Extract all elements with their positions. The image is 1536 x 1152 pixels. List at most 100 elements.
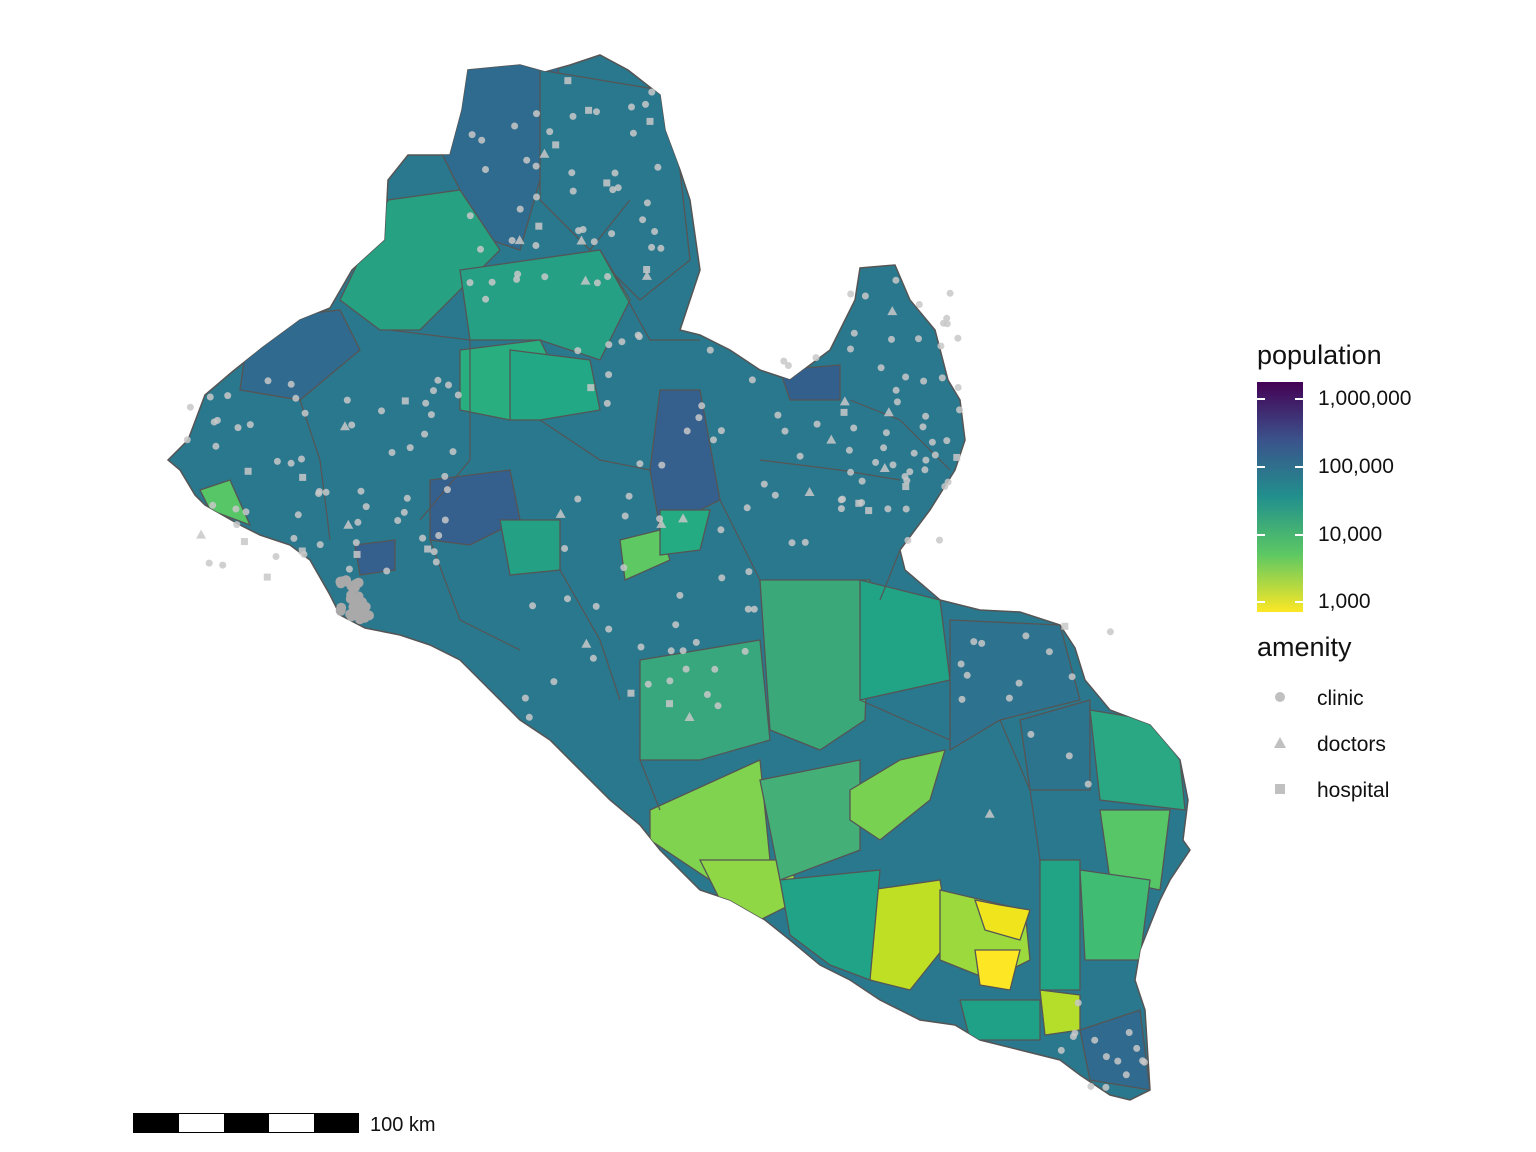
clinic-point <box>569 112 577 120</box>
clinic-point <box>837 505 845 513</box>
clinic-point <box>541 273 549 281</box>
clinic-point <box>533 110 540 118</box>
hospital-point <box>855 499 863 507</box>
clinic-point <box>850 329 858 337</box>
colorbar-label: 1,000,000 <box>1318 387 1412 410</box>
hospital-point <box>244 467 252 475</box>
clinic-point <box>532 242 540 249</box>
clinic-point <box>893 398 901 406</box>
district-region <box>1079 1009 1151 1091</box>
clinic-point <box>978 639 986 647</box>
clinic-point <box>354 518 362 526</box>
doctors-point <box>984 808 995 818</box>
colorbar-tick <box>1257 534 1265 536</box>
clinic-point <box>403 494 411 502</box>
clinic-point <box>922 412 930 420</box>
clinic-point <box>717 526 725 534</box>
doctors-point <box>839 396 850 406</box>
clinic-point <box>710 436 717 444</box>
clinic-point <box>521 694 529 702</box>
clinic-point <box>666 677 674 685</box>
clinic-point <box>1068 673 1076 681</box>
clinic-point <box>345 565 353 573</box>
clinic-point <box>533 193 540 201</box>
clinic-point <box>648 88 656 96</box>
district-region <box>1099 809 1171 891</box>
clinic-point <box>421 430 429 438</box>
clinic-point <box>301 409 309 417</box>
clinic-point <box>813 420 821 428</box>
clinic-point <box>717 427 725 435</box>
district-region <box>974 949 1021 991</box>
clinic-point <box>943 320 951 328</box>
district-boundary <box>719 499 761 581</box>
legend-population-title: population <box>1257 340 1382 370</box>
clinic-point <box>482 295 490 303</box>
district-region <box>974 899 1031 941</box>
clinic-point <box>741 647 749 655</box>
clinic-point <box>944 478 952 486</box>
clinic-point <box>605 625 613 633</box>
clinic-point <box>1005 694 1013 702</box>
clinic-point <box>644 680 652 688</box>
clinic-point <box>525 713 533 721</box>
clinic-point <box>315 490 323 497</box>
colorbar-tick <box>1295 398 1303 400</box>
clinic-point <box>441 516 449 524</box>
doctors-point <box>514 235 525 245</box>
clinic-point <box>780 357 788 365</box>
clinic-point <box>642 100 649 108</box>
clinic-point <box>915 335 922 343</box>
doctors-point <box>826 434 837 444</box>
clinic-point <box>569 187 577 195</box>
clinic-point <box>1114 1057 1122 1065</box>
scale-bar <box>133 1113 359 1133</box>
clinic-point <box>608 230 616 238</box>
hospital-point <box>585 106 593 114</box>
clinic-point <box>532 162 540 170</box>
clinic-point <box>589 654 597 662</box>
clinic-point <box>1045 648 1053 656</box>
amenity-label-hospital: hospital <box>1317 779 1390 802</box>
hospital-point <box>902 483 910 491</box>
clinic-point <box>406 444 414 452</box>
hospital-point <box>643 266 651 274</box>
clinic-point <box>422 399 430 407</box>
doctors-point <box>883 407 894 417</box>
clinic-point <box>488 278 496 286</box>
clinic-point <box>801 538 809 546</box>
district-boundary <box>859 699 951 741</box>
clinic-point <box>943 437 951 445</box>
colorbar-label: 10,000 <box>1318 523 1383 546</box>
clinic-point <box>906 468 914 476</box>
district-region <box>509 349 601 421</box>
clinic-point <box>466 279 474 287</box>
clinic-point <box>394 517 402 524</box>
clinic-point <box>936 536 943 544</box>
clinic-point <box>946 289 954 297</box>
clinic-point <box>205 559 213 567</box>
doctors-point <box>580 275 591 285</box>
clinic-point <box>186 403 194 411</box>
doctors-point <box>804 486 815 496</box>
clinic-point <box>362 503 370 511</box>
clinic-point <box>963 671 971 679</box>
clinic-point <box>847 290 855 298</box>
district-region <box>849 749 946 841</box>
clinic-point <box>889 461 897 469</box>
clinic-point <box>1015 679 1023 687</box>
clinic-point <box>353 577 364 588</box>
clinic-point <box>902 373 910 381</box>
clinic-point <box>434 376 442 384</box>
clinic-point <box>970 638 978 646</box>
clinic-point <box>432 558 440 566</box>
district-region <box>659 509 711 556</box>
district-boundary <box>429 539 521 651</box>
hospital-point <box>953 453 961 461</box>
clinic-point <box>901 473 909 480</box>
district-region <box>759 759 861 881</box>
clinic-point <box>654 163 662 171</box>
clinic-point <box>902 505 910 513</box>
hospital-point <box>353 550 361 558</box>
clinic-point <box>698 402 706 410</box>
